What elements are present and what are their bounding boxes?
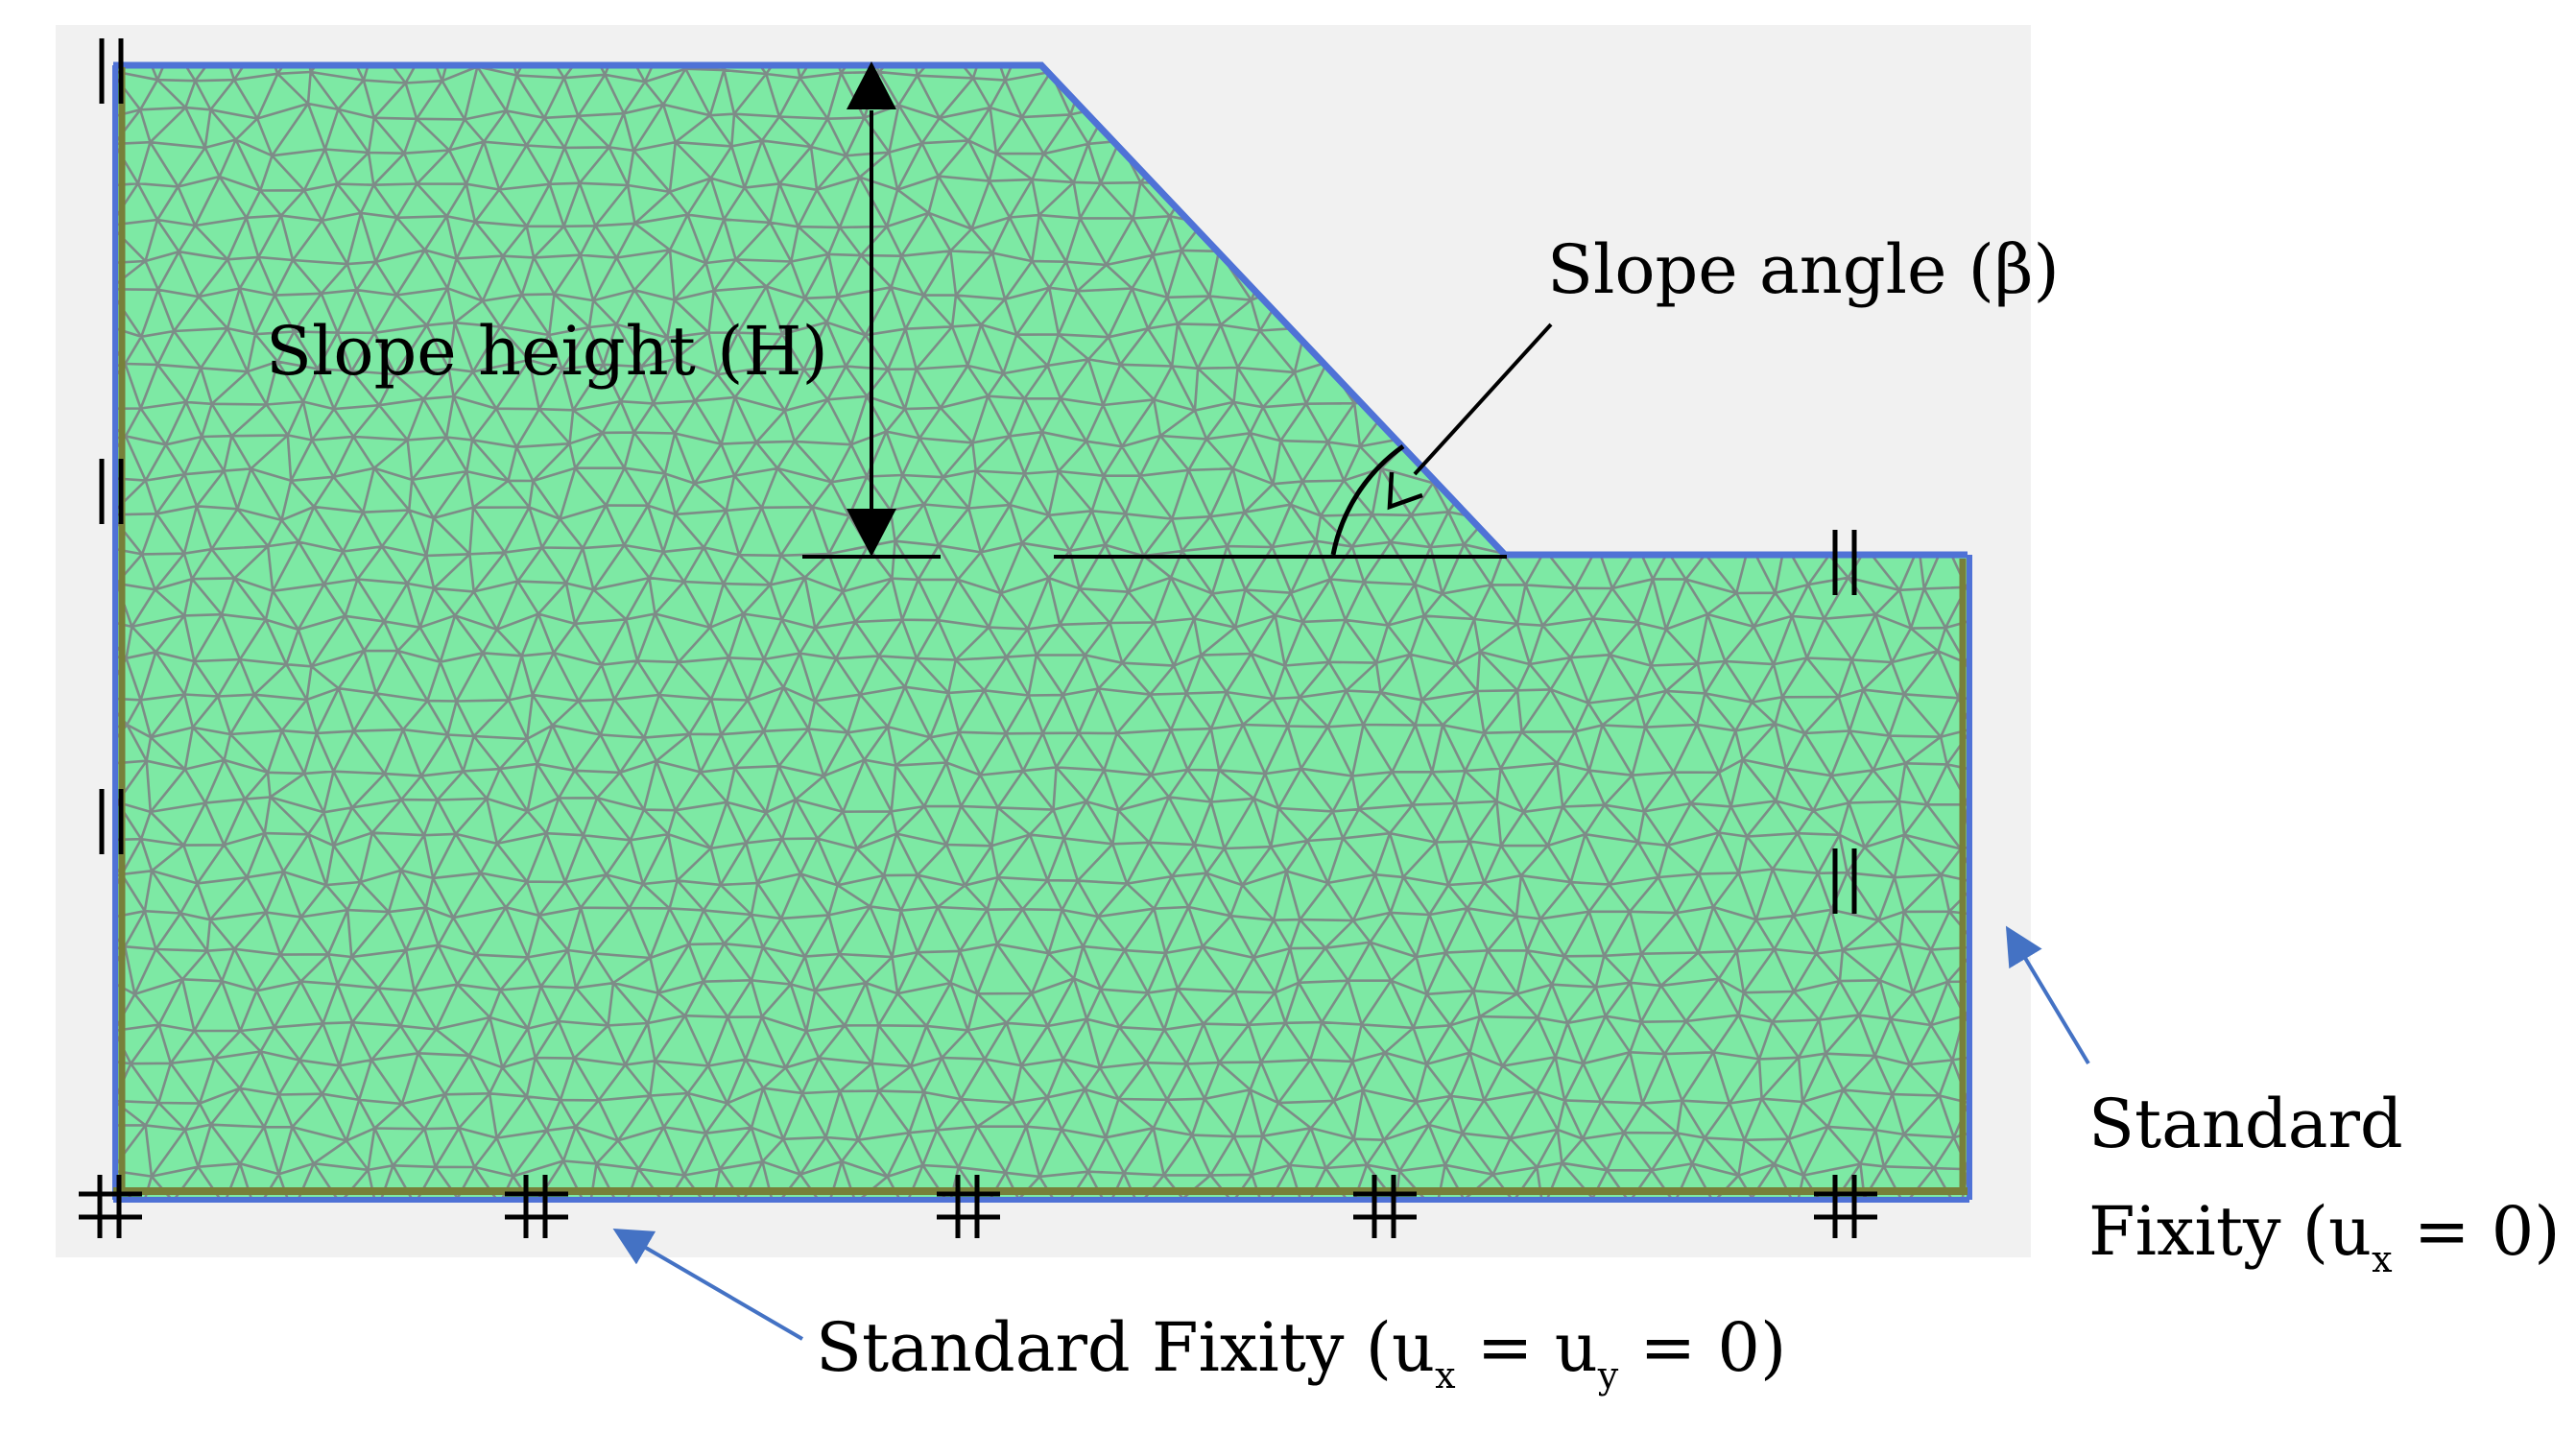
roller-supports	[99, 38, 1857, 914]
dimension-arrowhead-down	[847, 509, 896, 557]
hash-icon	[1353, 1175, 1417, 1238]
angle-arc	[1330, 443, 1405, 556]
hash-icon	[79, 1175, 142, 1238]
double-vertical-bar-icon	[99, 38, 124, 104]
double-vertical-bar-icon	[1832, 530, 1857, 595]
slope-height-dimension	[802, 61, 941, 559]
slope-height-label: Slope height (H)	[266, 312, 828, 391]
double-vertical-bar-icon	[99, 459, 124, 524]
right-fixity-label-line2: Fixity (ux = 0)	[2088, 1192, 2561, 1280]
hash-icon	[1814, 1175, 1877, 1238]
bottom-fixity-label: Standard Fixity (ux = uy = 0)	[816, 1308, 1786, 1397]
fixed-supports	[79, 1175, 1877, 1238]
top-and-slope-boundary	[113, 61, 1968, 559]
slope-angle-indicator	[1054, 322, 1553, 559]
double-vertical-bar-icon	[1832, 848, 1857, 914]
double-vertical-bar-icon	[99, 789, 124, 854]
soil-domain	[113, 65, 1968, 1200]
hash-icon	[505, 1175, 568, 1238]
right-fixity-label-line1: Standard	[2088, 1085, 2403, 1163]
hash-icon	[937, 1175, 1000, 1238]
angle-pointer-arrowhead	[1387, 471, 1423, 511]
bottom-fixity-arrow	[612, 1228, 804, 1341]
dimension-arrowhead-up	[847, 61, 896, 109]
slope-angle-label: Slope angle (β)	[1547, 230, 2060, 309]
right-fixity-arrow	[2005, 925, 2090, 1065]
angle-pointer-line	[1413, 322, 1553, 476]
